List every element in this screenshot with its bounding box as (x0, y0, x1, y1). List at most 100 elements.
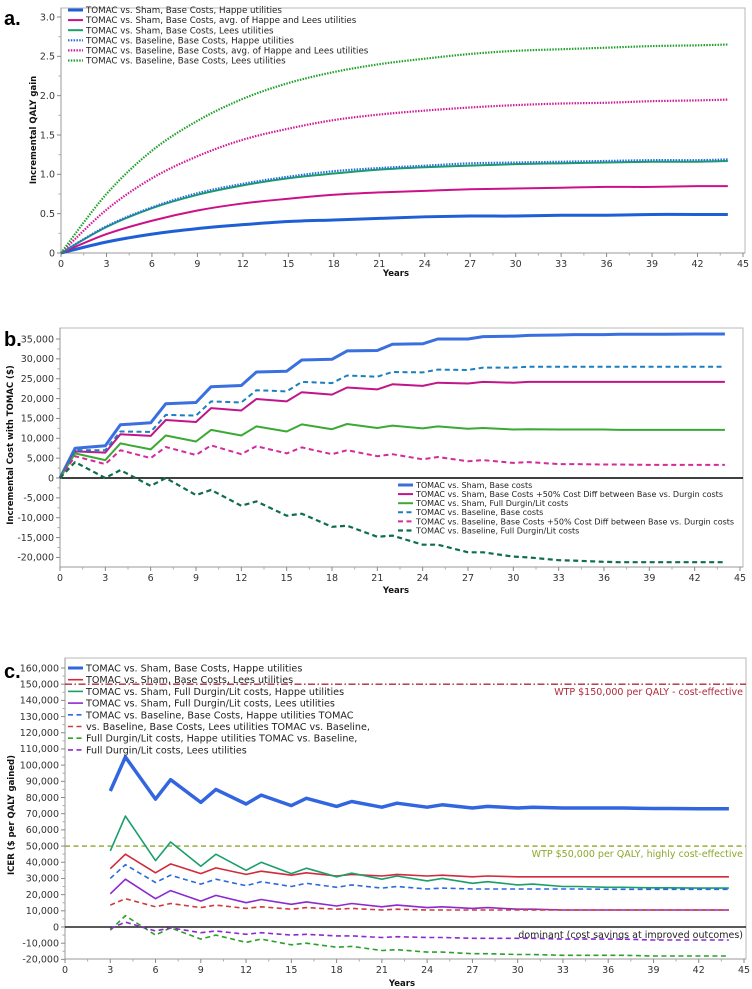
x-axis-title: Years (382, 269, 409, 279)
reference-line-label: WTP $150,000 per QALY - cost-effective (554, 687, 743, 698)
legend-item: TOMAC vs. Sham, Full Durgin/Lit costs (398, 499, 568, 508)
y-tick-label: -10,000 (17, 513, 54, 524)
y-tick-label: 0.5 (40, 209, 55, 220)
y-tick-label: 0 (53, 922, 59, 933)
x-tick-label: 42 (691, 259, 703, 270)
y-tick-label: 0 (49, 248, 55, 259)
legend-item: TOMAC vs. Baseline, Base Costs, Happe ut… (68, 36, 294, 46)
y-tick-label: 0 (48, 473, 54, 484)
y-axis-title: Incremental Cost with TOMAC ($) (6, 365, 16, 525)
y-axis-title: ICER ($ per QALY gained) (7, 755, 17, 875)
x-tick-label: 18 (326, 573, 338, 584)
panel-c: c.0 3 6 9 12 15 18 21 24 27 30 33 36 39 42 45-20,000-10… (4, 657, 750, 989)
x-tick-label: 21 (376, 965, 388, 976)
x-tick-label: 0 (58, 259, 64, 270)
x-tick-label: 45 (738, 965, 750, 976)
legend-label: TOMAC vs. Sham, Base Costs, avg. of Happ… (85, 16, 357, 26)
legend-item: Full Durgin/Lit costs, Lees utilities (68, 745, 247, 756)
x-tick-label: 0 (57, 573, 63, 584)
y-tick-label: -20,000 (17, 553, 54, 564)
x-axis-title: Years (382, 586, 409, 596)
series-line-1 (60, 212, 728, 255)
panel-b: b.0 3 6 9 12 15 18 21 24 27 30 33 36 39 42 45-20,000-15… (4, 327, 746, 596)
y-tick-label: -5,000 (23, 493, 54, 504)
x-tick-label: 39 (647, 965, 659, 976)
panel-a: a.0 3 6 9 12 15 18 21 24 27 30 33 36 39 42 4500.51.01.5… (4, 6, 749, 279)
y-tick-label: 30,000 (26, 874, 59, 885)
y-tick-label: 2.5 (40, 52, 55, 63)
x-tick-label: 36 (602, 965, 614, 976)
x-tick-label: 39 (643, 573, 655, 584)
x-tick-label: 33 (555, 259, 567, 270)
y-tick-label: 40,000 (26, 858, 59, 869)
legend-label: Full Durgin/Lit costs, Happe utilities T… (86, 734, 357, 745)
x-tick-label: 27 (466, 965, 478, 976)
legend-label: TOMAC vs. Baseline, Base Costs, Lees uti… (85, 57, 286, 67)
legend-item: TOMAC vs. Sham, Base Costs +50% Cost Dif… (398, 490, 723, 499)
legend-item: TOMAC vs. Baseline, Base Costs +50% Cost… (398, 517, 734, 526)
legend-item: TOMAC vs. Sham, Full Durgin/Lit costs, H… (68, 687, 344, 698)
x-tick-label: 42 (689, 573, 701, 584)
series-line-4 (60, 158, 728, 254)
series-line-4 (59, 365, 725, 479)
y-tick-label: 150,000 (20, 679, 59, 690)
x-tick-label: 42 (693, 965, 705, 976)
x-tick-label: 30 (512, 965, 524, 976)
series-line-5 (60, 98, 728, 254)
legend-item: TOMAC vs. Sham, Base Costs, Lees utiliti… (68, 26, 274, 36)
x-tick-label: 15 (281, 573, 293, 584)
x-tick-label: 24 (417, 573, 429, 584)
y-tick-label: -20,000 (22, 955, 59, 966)
legend-item: TOMAC vs. Baseline, Base Costs, Happe ut… (68, 710, 354, 721)
y-tick-label: 90,000 (26, 777, 59, 788)
x-tick-label: 30 (510, 259, 522, 270)
x-tick-label: 3 (103, 259, 109, 270)
y-tick-label: 3.0 (40, 12, 55, 23)
legend-label: Full Durgin/Lit costs, Lees utilities (86, 745, 247, 756)
y-tick-label: 70,000 (26, 809, 59, 820)
y-tick-label: 20,000 (21, 394, 54, 405)
legend-item: TOMAC vs. Baseline, Full Durgin/Lit cost… (398, 526, 579, 535)
y-tick-label: 25,000 (21, 374, 54, 385)
x-tick-label: 0 (62, 965, 68, 976)
y-tick-label: 5,000 (27, 453, 54, 464)
legend-item: TOMAC vs. Baseline, Base Costs, Lees uti… (68, 57, 286, 67)
legend-label: vs. Baseline, Base Costs, Lees utilities… (86, 722, 370, 733)
x-tick-label: 3 (107, 965, 113, 976)
series-line-2 (59, 380, 725, 479)
x-tick-label: 6 (149, 259, 155, 270)
series-line-1 (108, 755, 729, 811)
series-line-3 (59, 423, 725, 479)
series-line-7 (109, 914, 729, 957)
y-tick-label: 60,000 (26, 825, 59, 836)
legend-item: vs. Baseline, Base Costs, Lees utilities… (68, 722, 370, 733)
y-axis-title: Incremental QALY gain (29, 76, 39, 184)
x-tick-label: 12 (240, 965, 252, 976)
x-tick-label: 27 (462, 573, 474, 584)
y-tick-label: 50,000 (26, 841, 59, 852)
legend-item: TOMAC vs. Sham, Base costs (398, 481, 532, 490)
x-tick-label: 45 (734, 573, 746, 584)
x-tick-label: 9 (194, 259, 200, 270)
legend-item: TOMAC vs. Sham, Full Durgin/Lit costs, L… (68, 699, 335, 710)
legend-label: TOMAC vs. Baseline, Base Costs, Happe ut… (85, 710, 354, 721)
legend-label: TOMAC vs. Baseline, Base Costs, Happe ut… (85, 36, 294, 46)
x-tick-label: 12 (235, 573, 247, 584)
series-line-5 (109, 863, 729, 891)
legend-item: TOMAC vs. Sham, Base Costs, Happe utilit… (68, 663, 302, 674)
y-tick-label: 10,000 (21, 434, 54, 445)
x-tick-label: 39 (646, 259, 658, 270)
x-tick-label: 12 (237, 259, 249, 270)
y-tick-label: 20,000 (26, 890, 59, 901)
series-line-1 (58, 332, 725, 479)
legend-label: TOMAC vs. Sham, Base Costs, Happe utilit… (85, 663, 302, 674)
x-tick-label: 21 (371, 573, 383, 584)
legend-label: TOMAC vs. Sham, Base Costs +50% Cost Dif… (415, 490, 723, 499)
legend-item: TOMAC vs. Sham, Base Costs, Lees utiliti… (68, 675, 293, 686)
legend-item: TOMAC vs. Sham, Base Costs, Happe utilit… (68, 6, 282, 16)
x-axis-title: Years (388, 979, 415, 989)
y-tick-label: 35,000 (21, 334, 54, 345)
reference-line-label: dominant (cost savings at improved outco… (518, 930, 743, 941)
legend-label: TOMAC vs. Baseline, Base Costs, avg. of … (85, 47, 369, 57)
